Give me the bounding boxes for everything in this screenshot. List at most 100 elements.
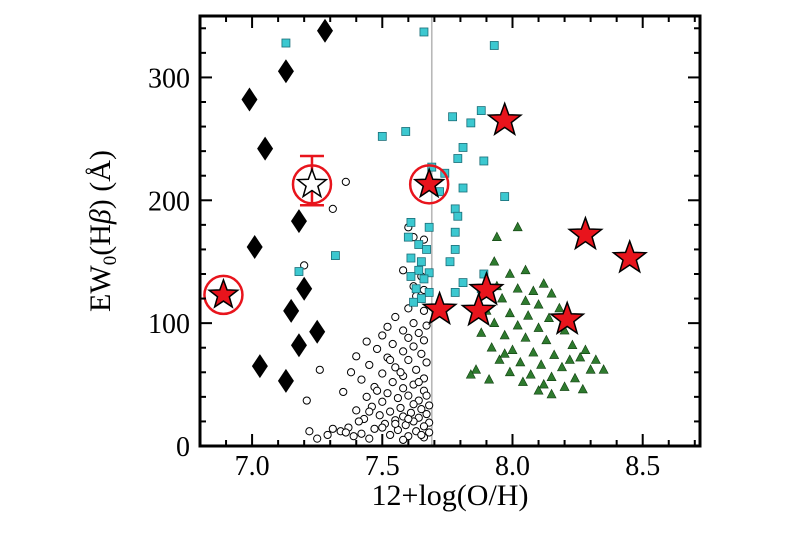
circle-marker [370, 424, 379, 433]
star-marker [207, 277, 240, 309]
circle-marker [328, 424, 337, 433]
triangle-marker [536, 359, 547, 369]
triangle-marker [499, 348, 510, 358]
triangle-marker [567, 339, 578, 350]
square-marker [377, 131, 387, 141]
y-label-pre: EW [84, 265, 117, 312]
ring-marker [291, 164, 333, 205]
circle-marker [404, 355, 413, 365]
square-marker [414, 265, 424, 275]
triangle-marker [512, 283, 523, 293]
circle-marker [346, 368, 356, 377]
square-marker [419, 274, 429, 284]
circle-marker [383, 389, 392, 398]
triangle-marker [546, 288, 557, 298]
circle-marker [399, 384, 408, 393]
triangle-marker [533, 385, 544, 395]
circle-marker [417, 349, 426, 358]
circle-marker [409, 319, 418, 328]
circle-marker [419, 336, 429, 345]
y-axis-title: EW0(Hβ) (Å) [84, 150, 121, 312]
triangle-marker [538, 378, 549, 389]
circle-marker [362, 392, 371, 401]
square-marker [500, 192, 510, 202]
square-marker [294, 267, 304, 276]
star-marker [460, 291, 497, 327]
ring-marker [408, 164, 450, 205]
triangle-marker [546, 388, 557, 399]
square-marker [414, 240, 424, 249]
square-marker [424, 222, 434, 232]
square-marker [411, 284, 421, 294]
circle-marker [409, 342, 418, 351]
triangle-marker [564, 354, 575, 364]
y-tick-label: 300 [148, 63, 190, 94]
triangle-marker [559, 381, 570, 391]
triangle-marker [585, 364, 596, 374]
star-marker [548, 300, 586, 335]
circle-marker [354, 417, 363, 426]
triangle-marker [549, 349, 560, 359]
ring-marker [203, 274, 244, 316]
tick-labels: 7.0 7.5 8.0 8.5 0 100 200 300 [148, 63, 660, 482]
circle-marker [393, 393, 403, 403]
circle-marker [391, 363, 400, 372]
triangle-marker [520, 295, 531, 305]
square-marker [409, 297, 418, 307]
circle-marker [328, 204, 337, 213]
circle-marker [386, 355, 395, 365]
circle-marker [302, 396, 311, 405]
square-marker [450, 288, 460, 297]
circle-marker [378, 423, 387, 432]
square-marker [401, 127, 411, 136]
circle-marker [422, 391, 431, 400]
circle-marker [388, 339, 397, 349]
triangle-marker [517, 376, 528, 386]
square-marker [489, 41, 499, 50]
square-marker [450, 245, 460, 254]
diamond-marker [257, 136, 274, 161]
star-marker [412, 167, 446, 199]
triangle-marker [554, 302, 565, 313]
triangle-marker [491, 231, 502, 241]
square-marker [424, 288, 434, 297]
triangle-marker [465, 369, 476, 379]
circle-marker [417, 430, 426, 440]
triangle-marker [471, 364, 482, 374]
star-marker [611, 238, 648, 274]
diamond-marker [309, 319, 326, 344]
triangle-marker [546, 371, 557, 382]
triangle-marker [494, 354, 505, 364]
circle-marker [362, 337, 371, 346]
circle-marker [409, 400, 418, 409]
circle-marker [414, 328, 423, 338]
star-marker [486, 101, 523, 136]
open-star-marker [295, 167, 329, 199]
diamond-marker [277, 368, 294, 393]
square-marker [453, 154, 463, 163]
diamond-marker [283, 298, 300, 323]
star-marker [468, 270, 505, 306]
square-marker [416, 294, 426, 303]
square-marker [406, 253, 416, 263]
triangle-marker [512, 221, 523, 232]
circle-marker [391, 419, 400, 428]
circle-marker [378, 397, 387, 406]
circle-marker [399, 435, 408, 444]
diamond-marker [277, 59, 294, 84]
square-marker [331, 251, 340, 260]
triangle-marker [497, 292, 508, 303]
circle-marker [375, 411, 384, 420]
circle-marker [399, 266, 408, 275]
square-marker [476, 106, 486, 115]
y-tick-label: 100 [148, 309, 190, 340]
square-marker [448, 112, 458, 122]
circle-marker [352, 406, 361, 415]
circle-marker [365, 360, 374, 370]
circle-marker [399, 326, 408, 335]
triangle-marker [512, 319, 523, 330]
triangle-marker [504, 268, 515, 278]
y-tick-label: 0 [176, 432, 190, 463]
triangle-marker [484, 374, 495, 384]
circle-marker [422, 409, 431, 419]
